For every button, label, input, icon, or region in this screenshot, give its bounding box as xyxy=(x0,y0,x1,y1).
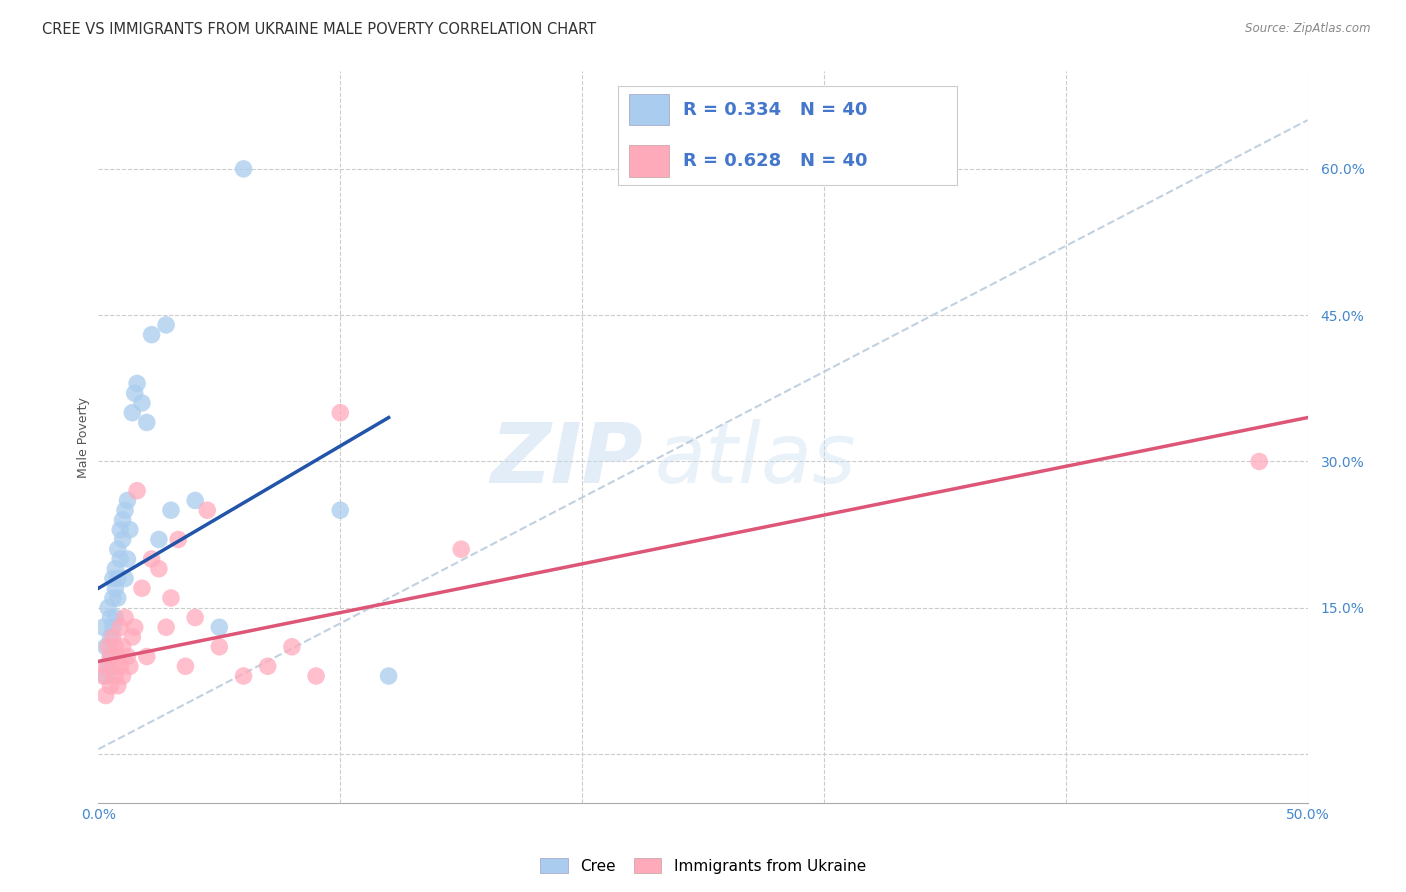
Point xyxy=(108,523,131,537)
Point xyxy=(281,640,304,654)
Point xyxy=(124,620,146,634)
Point xyxy=(94,659,117,673)
Point xyxy=(100,630,122,644)
Point xyxy=(160,591,183,605)
Point xyxy=(117,552,139,566)
Point xyxy=(94,640,117,654)
Point xyxy=(121,406,143,420)
Point xyxy=(124,386,146,401)
Y-axis label: Male Poverty: Male Poverty xyxy=(77,397,90,477)
Point xyxy=(94,669,117,683)
Point xyxy=(107,649,129,664)
Point xyxy=(232,669,254,683)
Point xyxy=(111,513,134,527)
Point xyxy=(104,669,127,683)
Point xyxy=(232,161,254,176)
Point xyxy=(118,523,141,537)
Text: ZIP: ZIP xyxy=(489,418,643,500)
Point xyxy=(107,679,129,693)
Point xyxy=(114,572,136,586)
Point xyxy=(107,591,129,605)
Point xyxy=(117,649,139,664)
Point xyxy=(104,610,127,624)
Text: Source: ZipAtlas.com: Source: ZipAtlas.com xyxy=(1246,22,1371,36)
Point xyxy=(131,396,153,410)
Point xyxy=(195,503,218,517)
Point xyxy=(94,689,117,703)
Point xyxy=(174,659,197,673)
Point xyxy=(97,640,120,654)
Point xyxy=(121,630,143,644)
Point xyxy=(97,600,120,615)
Point xyxy=(127,376,149,391)
Point xyxy=(91,620,114,634)
Point xyxy=(184,610,207,624)
Point xyxy=(256,659,278,673)
Point xyxy=(141,327,163,342)
Point xyxy=(305,669,328,683)
Point xyxy=(101,630,124,644)
Legend: Cree, Immigrants from Ukraine: Cree, Immigrants from Ukraine xyxy=(534,852,872,880)
Point xyxy=(135,649,157,664)
Point xyxy=(377,669,399,683)
Point xyxy=(101,572,124,586)
Point xyxy=(107,542,129,557)
Point xyxy=(100,679,122,693)
Point xyxy=(141,552,163,566)
Point xyxy=(104,562,127,576)
Point xyxy=(91,669,114,683)
Point xyxy=(100,649,122,664)
Point xyxy=(160,503,183,517)
Point xyxy=(108,620,131,634)
Point xyxy=(107,572,129,586)
Point xyxy=(97,659,120,673)
Point xyxy=(208,640,231,654)
Point xyxy=(114,610,136,624)
Point xyxy=(329,503,352,517)
Point xyxy=(111,640,134,654)
Point xyxy=(131,581,153,595)
Point xyxy=(114,503,136,517)
Point xyxy=(127,483,149,498)
Point xyxy=(108,552,131,566)
Point xyxy=(148,562,170,576)
Point xyxy=(135,416,157,430)
Point xyxy=(111,533,134,547)
Point xyxy=(101,659,124,673)
Point xyxy=(104,581,127,595)
Point xyxy=(100,649,122,664)
Point xyxy=(450,542,472,557)
Point xyxy=(101,620,124,634)
Point xyxy=(167,533,190,547)
Point xyxy=(108,659,131,673)
Point xyxy=(111,669,134,683)
Point xyxy=(329,406,352,420)
Point xyxy=(148,533,170,547)
Point xyxy=(155,318,177,332)
Text: atlas: atlas xyxy=(655,418,856,500)
Point xyxy=(104,640,127,654)
Point xyxy=(118,659,141,673)
Point xyxy=(1249,454,1271,468)
Point xyxy=(208,620,231,634)
Point xyxy=(100,610,122,624)
Point xyxy=(117,493,139,508)
Point xyxy=(155,620,177,634)
Point xyxy=(101,591,124,605)
Point xyxy=(184,493,207,508)
Text: CREE VS IMMIGRANTS FROM UKRAINE MALE POVERTY CORRELATION CHART: CREE VS IMMIGRANTS FROM UKRAINE MALE POV… xyxy=(42,22,596,37)
